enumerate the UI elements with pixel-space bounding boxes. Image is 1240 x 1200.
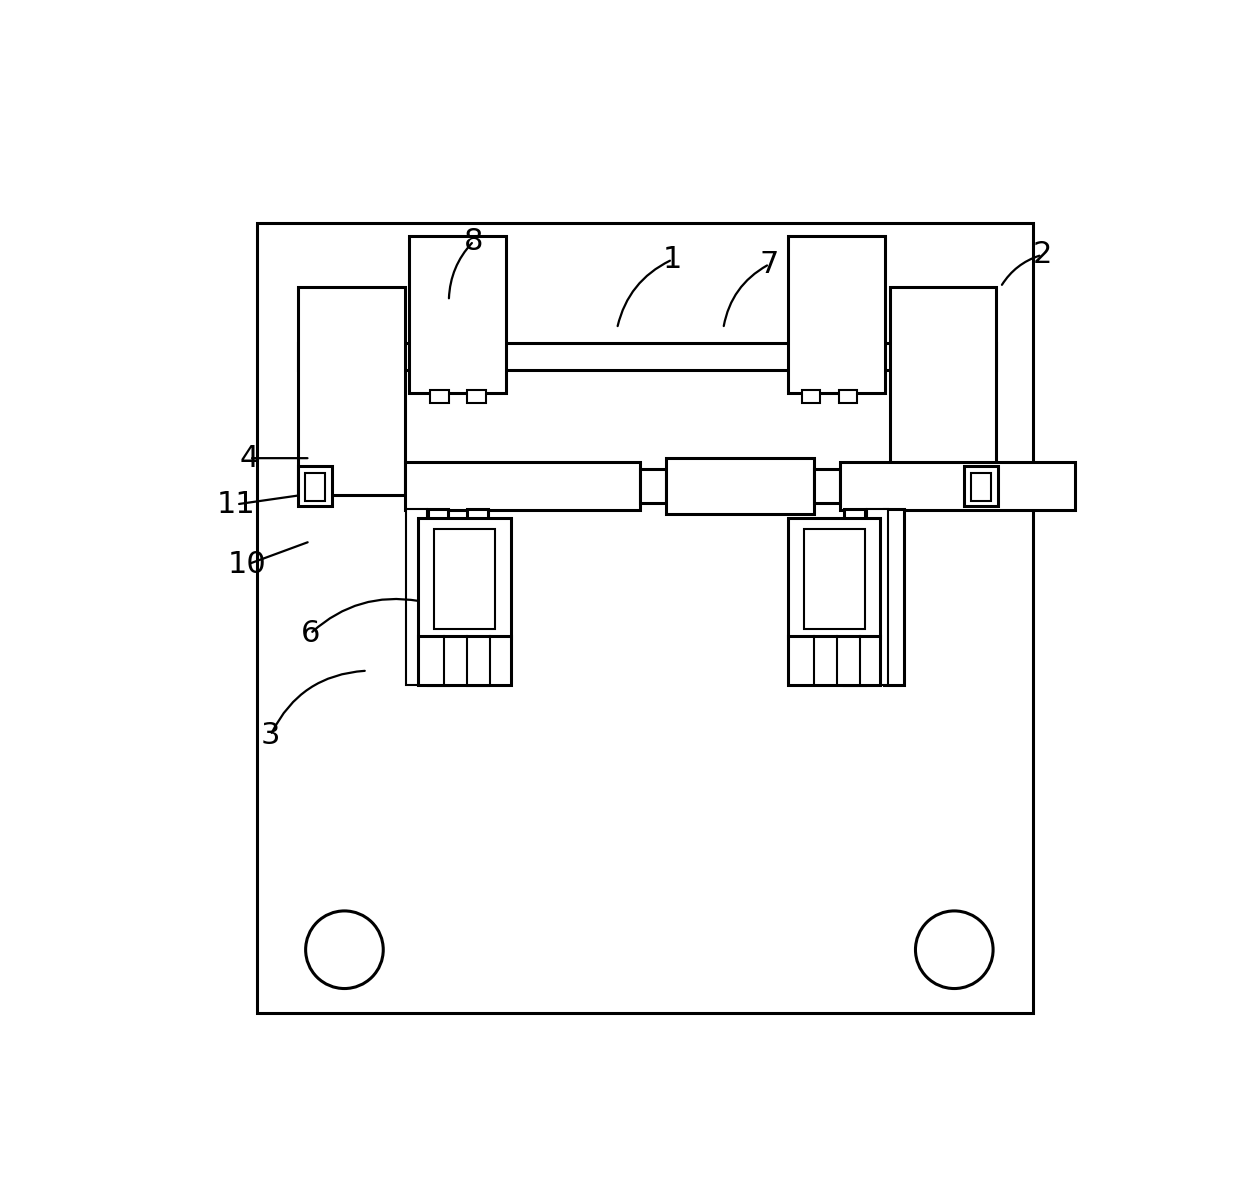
Bar	[884, 509, 904, 684]
Bar	[299, 287, 404, 496]
Bar	[889, 287, 996, 496]
Text: 7: 7	[760, 250, 779, 278]
Circle shape	[308, 352, 382, 426]
Bar	[965, 466, 998, 506]
Text: 2: 2	[1033, 240, 1052, 269]
Text: 4: 4	[239, 444, 259, 473]
Bar	[418, 636, 511, 684]
Bar	[804, 529, 864, 629]
Bar	[467, 390, 486, 403]
Bar	[640, 469, 666, 503]
Bar	[409, 236, 506, 394]
Bar	[404, 462, 640, 510]
Bar	[838, 390, 857, 403]
Bar	[971, 473, 991, 500]
Bar	[418, 518, 511, 638]
Text: 1: 1	[662, 245, 682, 274]
Bar	[434, 529, 495, 629]
Bar	[257, 222, 1033, 1013]
Bar	[428, 509, 448, 684]
Text: 3: 3	[260, 721, 280, 750]
Text: 6: 6	[300, 619, 320, 648]
Bar	[813, 469, 839, 503]
Bar	[787, 236, 885, 394]
Bar	[299, 466, 331, 506]
Circle shape	[918, 352, 991, 426]
Text: 8: 8	[464, 227, 484, 256]
Bar	[839, 462, 1075, 510]
Circle shape	[915, 911, 993, 989]
Bar	[299, 343, 996, 371]
Bar	[787, 518, 880, 638]
Bar	[305, 473, 325, 500]
Bar	[868, 509, 888, 684]
Text: 10: 10	[228, 550, 267, 578]
Bar	[787, 636, 880, 684]
Bar	[407, 509, 427, 684]
Text: 11: 11	[217, 490, 255, 518]
Bar	[666, 458, 813, 514]
Bar	[467, 509, 487, 684]
Bar	[844, 509, 864, 684]
Bar	[430, 390, 449, 403]
Circle shape	[305, 911, 383, 989]
Bar	[802, 390, 821, 403]
